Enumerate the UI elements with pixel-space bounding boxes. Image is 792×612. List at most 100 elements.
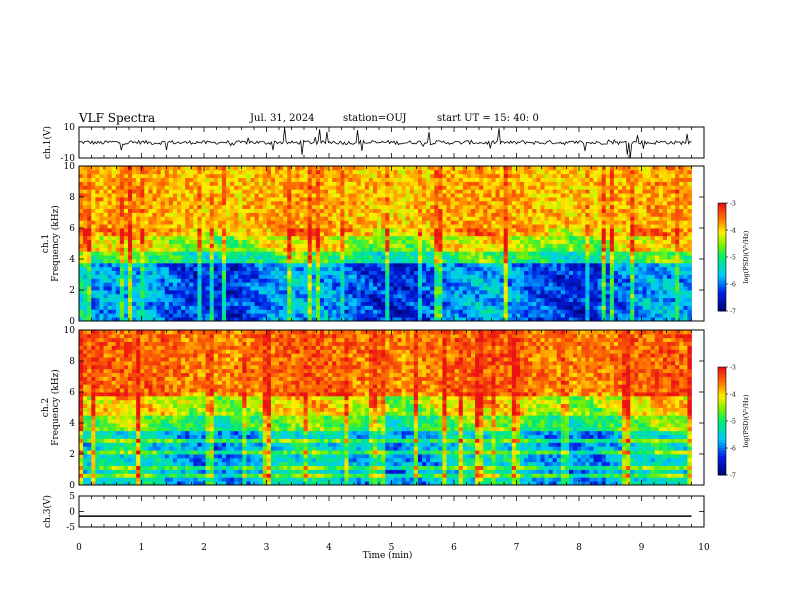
ch1-spectrogram-cell	[495, 278, 500, 283]
ch1-spectrogram-cell	[107, 309, 113, 314]
ch1-spectrogram-cell	[430, 204, 435, 210]
ch1-spectrogram-cell	[377, 274, 382, 279]
ch1-spectrogram-cell	[262, 220, 268, 225]
ch1-spectrogram-cell	[422, 313, 427, 318]
ch1-spectrogram-cell	[123, 197, 129, 202]
ch1-spectrogram-cell	[128, 243, 133, 248]
ch1-spectrogram-cell	[119, 305, 125, 310]
ch1-spectrogram-cell	[609, 197, 615, 202]
ch1-spectrogram-cell	[475, 208, 480, 213]
ch1-spectrogram-cell	[524, 301, 529, 306]
ch1-spectrogram-cell	[189, 197, 194, 202]
ch1-spectrogram-cell	[197, 251, 202, 256]
ch1-spectrogram-cell	[348, 224, 353, 229]
ch1-spectrogram-cell	[177, 200, 182, 206]
ch1-spectrogram-cell	[540, 262, 545, 268]
ch1-spectrogram-cell	[201, 235, 206, 241]
ch1-spectrogram-cell	[544, 247, 549, 252]
ch1-spectrogram-cell	[613, 231, 619, 237]
ch1-spectrogram-cell	[487, 204, 492, 210]
ch1-spectrogram-cell	[675, 290, 680, 295]
ch1-spectrogram-cell	[385, 274, 390, 279]
ch1-spectrogram-cell	[123, 243, 129, 248]
ch1-spectrogram-cell	[511, 247, 517, 252]
ch1-spectrogram-cell	[246, 297, 251, 303]
ch1-spectrogram-cell	[618, 228, 623, 233]
ch1-spectrogram-cell	[177, 216, 182, 221]
ch1-spectrogram-cell	[462, 301, 468, 306]
ch1-spectrogram-cell	[197, 278, 202, 283]
ch1-spectrogram-cell	[168, 193, 174, 198]
ch1-spectrogram-cell	[417, 231, 423, 237]
ch1-spectrogram-cell	[368, 204, 374, 210]
ch1-spectrogram-cell	[687, 270, 692, 275]
ch1-spectrogram-cell	[605, 293, 611, 299]
ch1-spectrogram-cell	[103, 200, 108, 206]
ch1-spectrogram-cell	[266, 270, 272, 275]
ch1-spectrogram-cell	[491, 305, 496, 310]
ch1-spectrogram-cell	[581, 262, 586, 268]
ch1-spectrogram-cell	[466, 297, 472, 303]
ch1-spectrogram-cell	[107, 247, 113, 252]
ch1-spectrogram-cell	[83, 278, 88, 283]
ch1-spectrogram-cell	[650, 309, 656, 314]
ch1-spectrogram-cell	[115, 247, 121, 252]
ch1-spectrogram-cell	[193, 259, 198, 264]
ch1-spectrogram-cell	[107, 251, 113, 256]
ch1-spectrogram-cell	[515, 224, 521, 229]
ch1-spectrogram-cell	[454, 282, 460, 287]
ch1-spectrogram-cell	[385, 197, 390, 202]
ch1-spectrogram-cell	[373, 282, 378, 287]
ch1-spectrogram-cell	[426, 290, 431, 295]
ch1-spectrogram-cell	[95, 231, 100, 237]
ch1-spectrogram-cell	[389, 220, 394, 225]
ch1-spectrogram-cell	[189, 208, 194, 213]
ch1-spectrogram-cell	[352, 231, 358, 237]
ch1-spectrogram-cell	[442, 270, 447, 275]
ch1-spectrogram-cell	[683, 243, 688, 248]
ch1-spectrogram-cell	[348, 231, 353, 237]
ch1-spectrogram-cell	[352, 266, 358, 272]
ch1-spectrogram-cell	[434, 270, 439, 275]
ch1-spectrogram-cell	[156, 286, 162, 291]
ch1-spectrogram-cell	[381, 216, 386, 221]
ch1-spectrogram-cell	[569, 313, 574, 318]
ch1-spectrogram-cell	[213, 297, 219, 303]
ch1-spectrogram-cell	[573, 305, 578, 310]
ch1-spectrogram-cell	[654, 293, 660, 299]
ch1-spectrogram-cell	[226, 317, 231, 322]
ch1-spectrogram-cell	[258, 286, 264, 291]
ch1-spectrogram-cell	[450, 216, 456, 221]
ch1-spectrogram-cell	[262, 193, 268, 198]
ch1-spectrogram-cell	[589, 231, 594, 237]
ch1-spectrogram-cell	[230, 247, 235, 252]
ch1-spectrogram-cell	[164, 204, 170, 210]
ch1-spectrogram-cell	[99, 293, 104, 299]
ch1-spectrogram-cell	[409, 197, 415, 202]
ch1-spectrogram-cell	[430, 212, 435, 217]
ch1-spectrogram-cell	[454, 293, 460, 299]
ch1-spectrogram-cell	[634, 270, 639, 275]
ch1-spectrogram-cell	[401, 231, 407, 237]
ch1-spectrogram-cell	[524, 235, 529, 241]
ch1-spectrogram-cell	[491, 309, 496, 314]
ch1-spectrogram-cell	[528, 278, 533, 283]
ch1-spectrogram-cell	[132, 212, 137, 217]
ch1-spectrogram-cell	[352, 274, 358, 279]
ch1-spectrogram-cell	[172, 305, 178, 310]
ch1-spectrogram-cell	[454, 208, 460, 213]
ch1-spectrogram-cell	[336, 200, 341, 206]
ch1-spectrogram-cell	[573, 270, 578, 275]
ch1-spectrogram-cell	[454, 247, 460, 252]
ch1-spectrogram-cell	[160, 204, 166, 210]
ch1-spectrogram-cell	[230, 297, 235, 303]
ch1-spectrogram-cell	[475, 235, 480, 241]
ch1-spectrogram-cell	[324, 317, 329, 322]
ch1-spectrogram-cell	[242, 266, 247, 272]
ch1-spectrogram-cell	[597, 208, 603, 213]
ch1-spectrogram-cell	[205, 243, 211, 248]
ch1-spectrogram-cell	[123, 282, 129, 287]
ch1-spectrogram-cell	[381, 313, 386, 318]
ch1-spectrogram-cell	[654, 235, 660, 241]
ch1-spectrogram-cell	[262, 228, 268, 233]
